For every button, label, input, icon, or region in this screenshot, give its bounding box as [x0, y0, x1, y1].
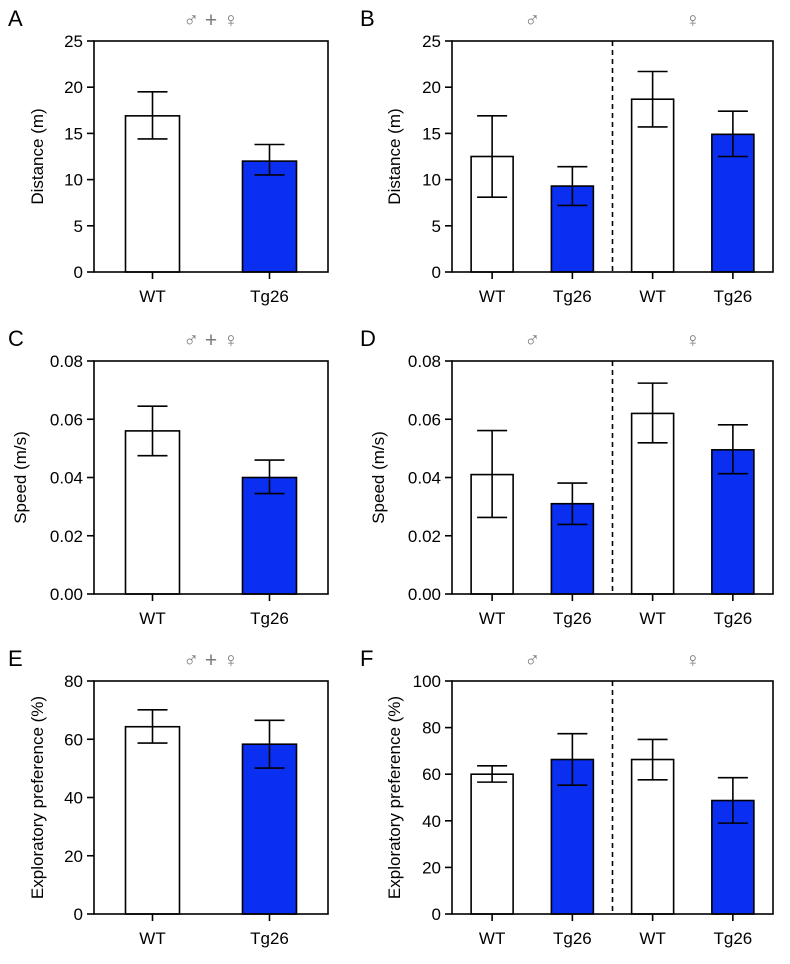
- y-tick-label: 20: [64, 78, 83, 97]
- y-tick-label: 80: [422, 719, 441, 738]
- plot-frame: [451, 40, 774, 273]
- sex-group-label: ♀: [685, 9, 701, 32]
- x-category-label: Tg26: [250, 929, 289, 948]
- x-category-label: WT: [479, 929, 505, 948]
- x-category-label: Tg26: [553, 609, 592, 628]
- y-tick-label: 0.02: [50, 527, 83, 546]
- y-tick-label: 0.06: [408, 410, 441, 429]
- bar-wt: [124, 725, 181, 915]
- y-tick-label: 15: [64, 124, 83, 143]
- x-category-label: Tg26: [714, 287, 753, 306]
- sex-header: ♂ + ♀: [183, 649, 238, 672]
- panel-f: F ♂ ♀ 0 20 40 60 80 100 Exploratory preference (%…: [360, 646, 774, 948]
- y-tick-label: 15: [422, 124, 441, 143]
- x-category-label: Tg26: [250, 287, 289, 306]
- y-tick-label: 0: [432, 905, 441, 924]
- panel-d: D ♂ ♀ 0.00 0.02 0.04 0.06 0.08 Speed (m/s) WT Tg26…: [360, 326, 774, 628]
- panel-b: B ♂ ♀ 0 5 10 15 20 25 Distance (m) WT Tg26 WT Tg26: [360, 6, 774, 306]
- y-tick-label: 0: [432, 263, 441, 282]
- panel-letter: B: [360, 6, 375, 31]
- bar-wt: [630, 758, 675, 915]
- x-category-label: Tg26: [553, 287, 592, 306]
- x-category-label: Tg26: [250, 609, 289, 628]
- y-axis-label: Speed (m/s): [369, 431, 388, 524]
- bar-wt: [470, 773, 514, 915]
- y-tick-label: 60: [422, 765, 441, 784]
- x-category-label: WT: [639, 609, 665, 628]
- x-category-label: Tg26: [714, 609, 753, 628]
- y-tick-label: 60: [64, 730, 83, 749]
- panel-letter: D: [360, 326, 376, 351]
- sex-group-label: ♂: [524, 649, 540, 672]
- bar-tg26: [241, 476, 298, 595]
- sex-group-label: ♀: [685, 649, 701, 672]
- y-tick-label: 10: [422, 171, 441, 190]
- y-tick-label: 20: [422, 78, 441, 97]
- y-tick-label: 5: [74, 217, 83, 236]
- x-category-label: WT: [139, 929, 165, 948]
- x-category-label: WT: [639, 929, 665, 948]
- panel-letter: A: [8, 6, 23, 31]
- y-tick-label: 40: [64, 789, 83, 808]
- y-tick-label: 0: [74, 905, 83, 924]
- y-tick-label: 0.00: [50, 585, 83, 604]
- sex-group-label: ♂: [524, 9, 540, 32]
- y-tick-label: 20: [422, 858, 441, 877]
- panel-e: E ♂ + ♀ 0 20 40 60 80 Exploratory preference (%…: [8, 646, 329, 948]
- y-tick-label: 80: [64, 672, 83, 691]
- panel-a: A ♂ + ♀ 0 5 10 15 20 25 Distance (m) WT Tg26: [8, 6, 329, 306]
- sex-group-label: ♀: [685, 329, 701, 352]
- plot-frame: [93, 40, 329, 273]
- panel-letter: F: [360, 646, 373, 671]
- y-tick-label: 0.08: [408, 352, 441, 371]
- bar-tg26: [241, 743, 298, 915]
- x-category-label: WT: [139, 287, 165, 306]
- panel-letter: C: [8, 326, 24, 351]
- y-axis-label: Exploratory preference (%): [28, 696, 47, 899]
- y-tick-label: 40: [422, 812, 441, 831]
- y-tick-label: 20: [64, 847, 83, 866]
- y-tick-label: 5: [432, 217, 441, 236]
- y-axis-label: Exploratory preference (%): [385, 696, 404, 899]
- plot-frame: [451, 360, 774, 595]
- y-tick-label: 0.00: [408, 585, 441, 604]
- x-category-label: WT: [479, 287, 505, 306]
- x-category-label: WT: [639, 287, 665, 306]
- y-tick-label: 25: [422, 32, 441, 51]
- sex-header: ♂ + ♀: [183, 329, 238, 352]
- y-axis-label: Distance (m): [28, 108, 47, 204]
- y-tick-label: 0.04: [50, 469, 83, 488]
- bar-tg26: [241, 160, 298, 273]
- y-tick-label: 0.04: [408, 469, 441, 488]
- y-tick-label: 0: [74, 263, 83, 282]
- y-axis-label: Distance (m): [385, 108, 404, 204]
- x-category-label: Tg26: [553, 929, 592, 948]
- sex-header: ♂ + ♀: [183, 9, 238, 32]
- plot-frame: [451, 680, 774, 915]
- panel-letter: E: [8, 646, 23, 671]
- panel-c: C ♂ + ♀ 0.00 0.02 0.04 0.06 0.08 Speed (m/s) WT T…: [8, 326, 329, 628]
- plot-frame: [93, 680, 329, 915]
- y-tick-label: 0.02: [408, 527, 441, 546]
- sex-group-label: ♂: [524, 329, 540, 352]
- y-tick-label: 0.06: [50, 410, 83, 429]
- x-category-label: WT: [139, 609, 165, 628]
- y-axis-label: Speed (m/s): [11, 431, 30, 524]
- y-tick-label: 25: [64, 32, 83, 51]
- y-tick-label: 100: [413, 672, 441, 691]
- y-tick-label: 0.08: [50, 352, 83, 371]
- x-category-label: WT: [479, 609, 505, 628]
- x-category-label: Tg26: [714, 929, 753, 948]
- y-tick-label: 10: [64, 171, 83, 190]
- plot-frame: [93, 360, 329, 595]
